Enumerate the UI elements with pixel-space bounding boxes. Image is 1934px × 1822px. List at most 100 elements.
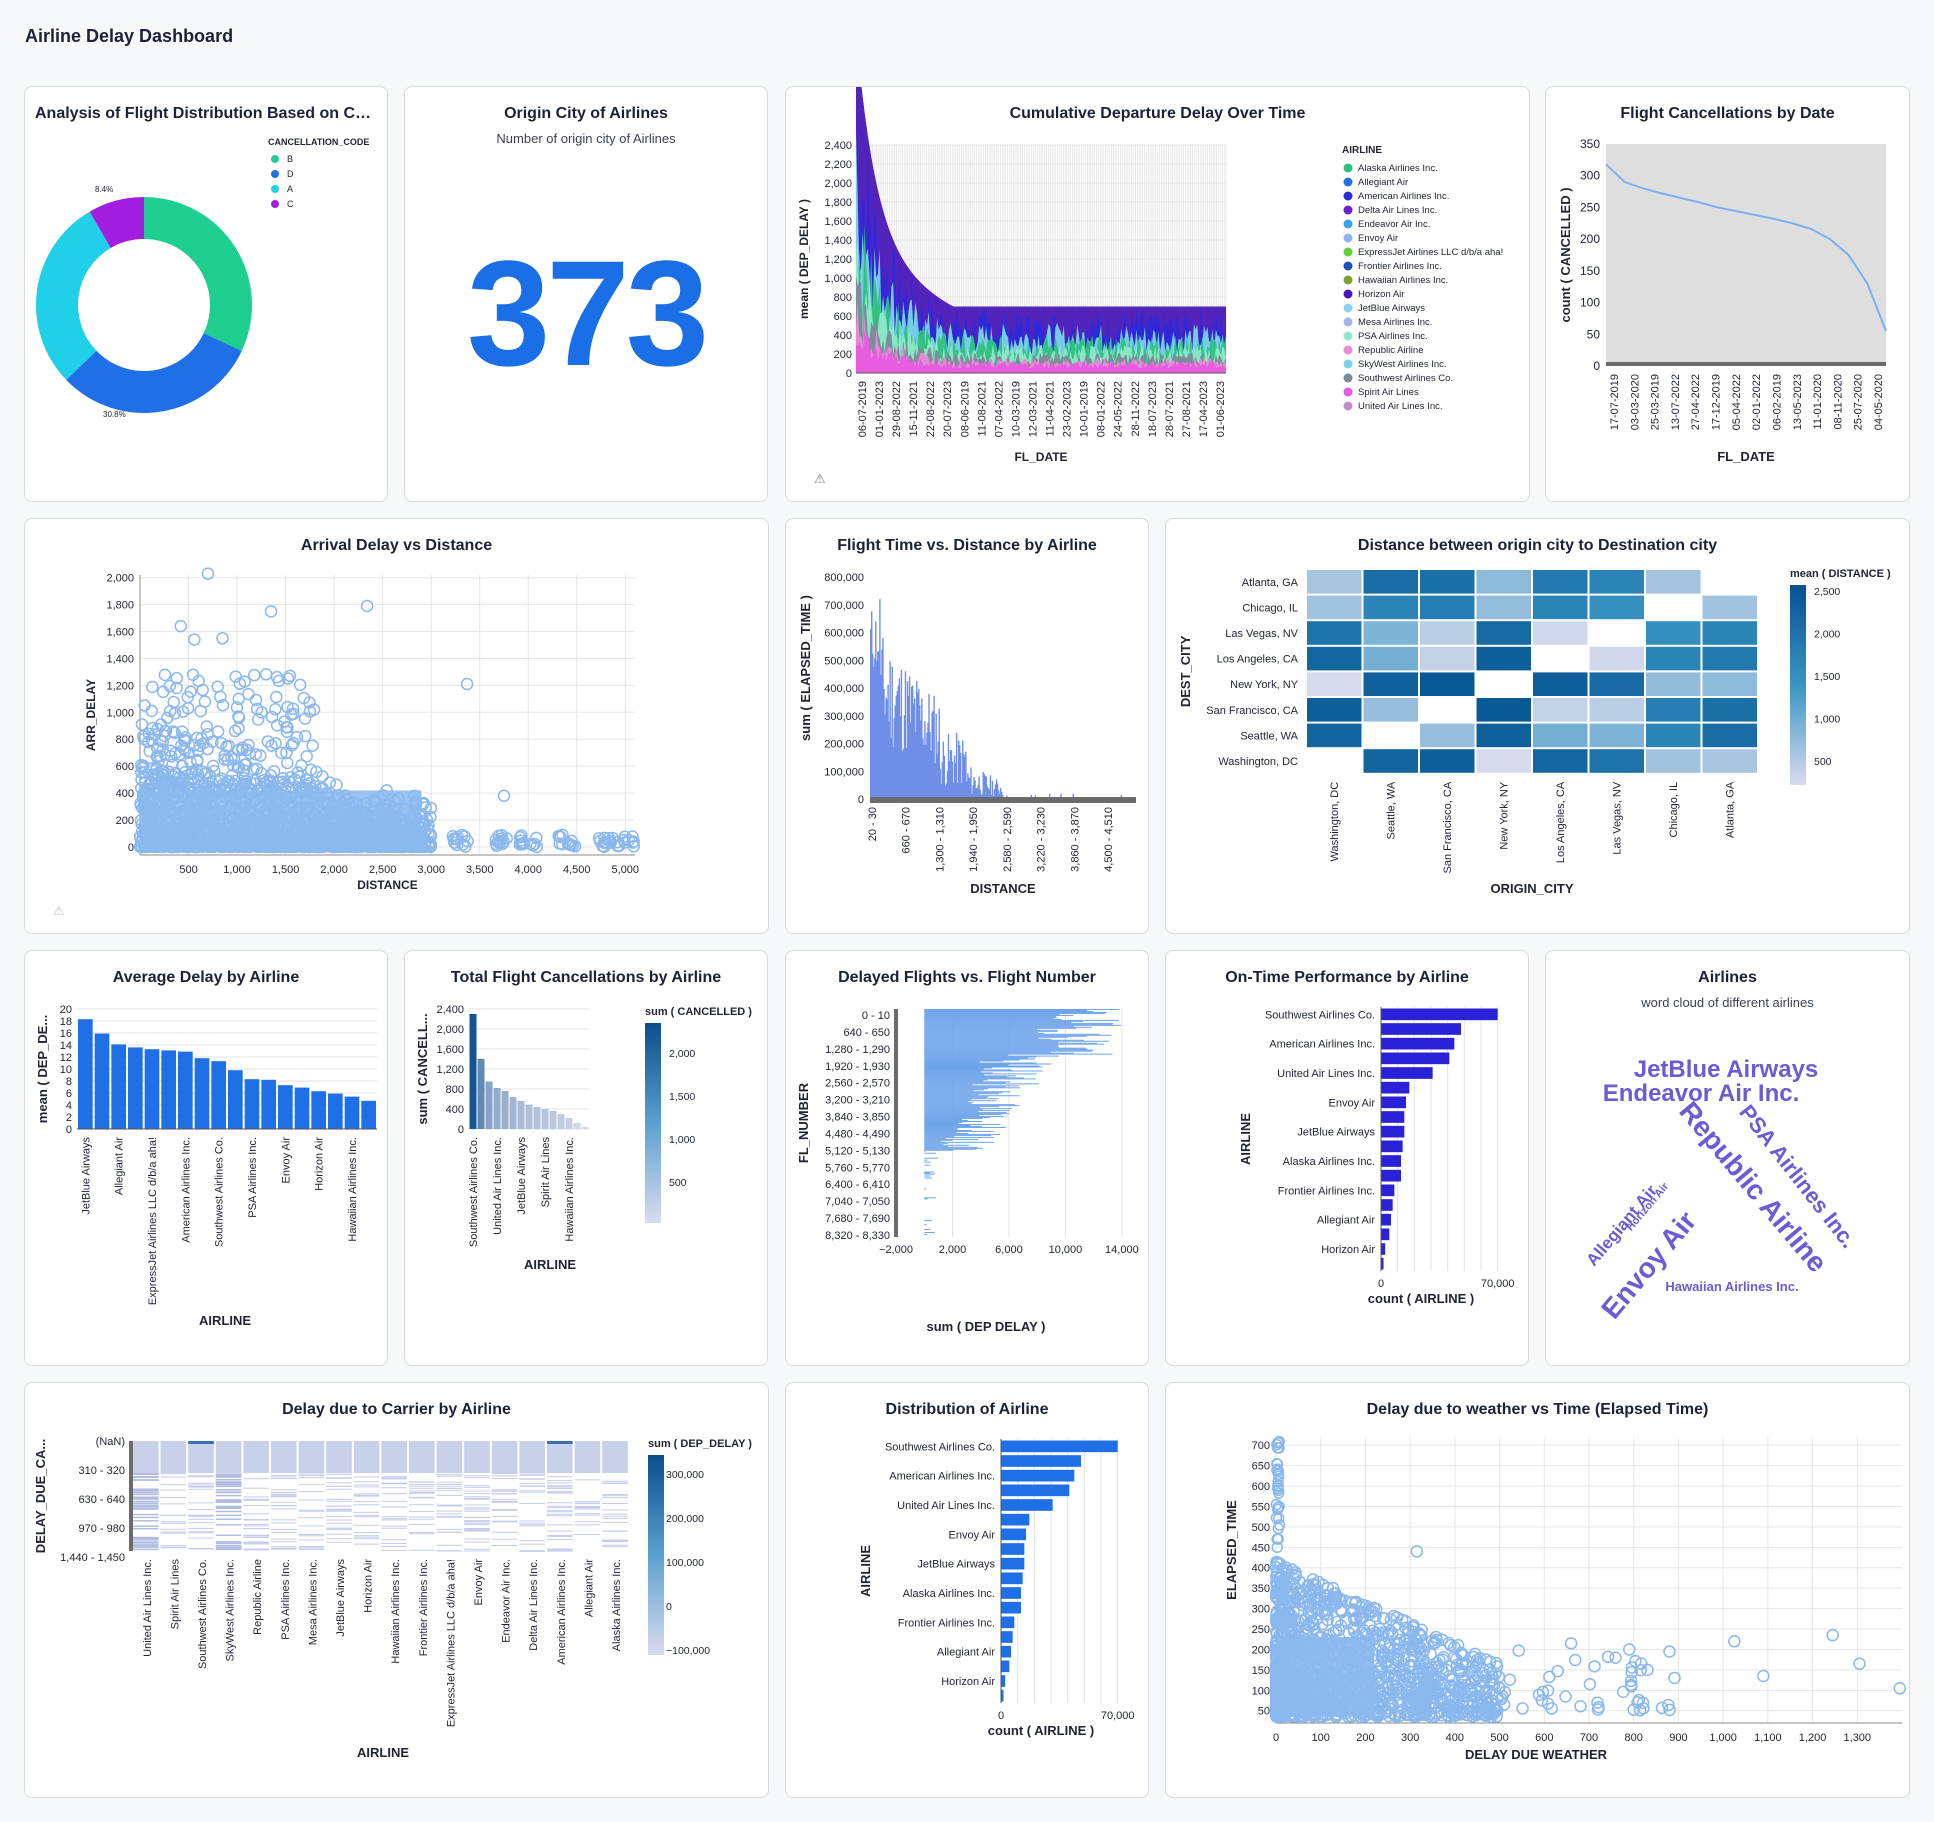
tick-label: PSA Airlines Inc.	[247, 1137, 259, 1218]
card-cancellations-by-date[interactable]: Flight Cancellations by Date 0 50 100 150 20…	[1545, 86, 1910, 502]
tick-label: 16	[60, 1028, 72, 1040]
bar	[924, 1150, 926, 1152]
card-cancellation-donut[interactable]: Analysis of Flight Distribution Based on…	[24, 86, 388, 502]
heatmap-cell	[602, 1517, 628, 1519]
scatter-point	[166, 758, 179, 772]
heatmap-cell	[1646, 672, 1701, 696]
card-weather-delay[interactable]: Delay due to weather vs Time (Elapsed Ti…	[1165, 1382, 1910, 1798]
heatmap-cell	[381, 1518, 407, 1520]
card-arrival-scatter[interactable]: Arrival Delay vs Distance 500 1,000 1,500 2…	[24, 518, 769, 934]
warning-icon[interactable]: ⚠	[814, 471, 826, 486]
tick-label: 150	[1252, 1665, 1270, 1677]
bar	[888, 721, 890, 799]
scatter-point	[200, 720, 213, 733]
heatmap-cell	[298, 1547, 325, 1549]
bar	[924, 1128, 958, 1130]
bar	[924, 1013, 1060, 1015]
axis-title: DELAY_DUE_CA...	[33, 1439, 48, 1553]
heatmap-cell	[271, 1532, 297, 1534]
bar	[1381, 1184, 1395, 1197]
bar	[917, 692, 919, 799]
heatmap-cell	[1533, 749, 1588, 773]
category-label: 1,920 - 1,930	[825, 1061, 890, 1073]
bar	[924, 1090, 974, 1092]
legend-label: −100,000	[666, 1645, 710, 1657]
tick-label: 11-04-2021	[1045, 381, 1057, 436]
heatmap-cell	[491, 1475, 518, 1477]
tick-label: Horizon Air	[314, 1137, 326, 1191]
tick-label: 400	[834, 330, 852, 342]
heatmap-cell	[1307, 672, 1362, 696]
scatter-point	[1492, 1670, 1505, 1683]
heatmap-cell	[215, 1473, 242, 1476]
bar	[881, 649, 883, 799]
tick-label: 1,100	[1754, 1732, 1782, 1744]
heatmap-cell	[326, 1505, 352, 1507]
bar	[924, 1066, 1043, 1068]
warning-icon[interactable]: ⚠	[53, 903, 65, 918]
heatmap-cell	[409, 1441, 435, 1473]
legend-title: sum ( DEP_DELAY )	[648, 1438, 752, 1450]
heatmap-cell	[464, 1498, 490, 1500]
heatmap-cell	[326, 1508, 352, 1510]
bar	[924, 1145, 949, 1147]
bar	[924, 1057, 1028, 1059]
heatmap-cell	[133, 1493, 159, 1496]
heatmap-cell	[464, 1538, 490, 1540]
scatter-point	[211, 680, 224, 693]
tick-label: 1,000	[1709, 1732, 1737, 1744]
scatter-point	[259, 668, 273, 681]
bar	[924, 1071, 981, 1073]
scatter-point	[556, 828, 569, 842]
legend-swatch	[271, 170, 279, 178]
bar	[924, 1149, 954, 1151]
heatmap-cell	[353, 1511, 380, 1513]
heatmap-cell	[491, 1531, 518, 1533]
axis-title: FL_NUMBER	[796, 1082, 811, 1163]
card-ontime-performance[interactable]: On-Time Performance by Airline Southwest…	[1165, 950, 1529, 1366]
heatmap-cell	[133, 1476, 159, 1479]
card-avg-delay[interactable]: Average Delay by Airline 0 2 4 6 8 10 12 14 16 18…	[24, 950, 388, 1366]
heatmap-cell	[1307, 723, 1362, 748]
heatmap-cell	[160, 1545, 187, 1547]
tick-label: 500,000	[824, 655, 864, 667]
card-distance-heatmap[interactable]: Distance between origin city to Destinat…	[1165, 518, 1910, 934]
bar	[924, 721, 926, 799]
bar	[924, 1133, 1000, 1135]
card-cumulative-delay[interactable]: Cumulative Departure Delay Over Time 0 20…	[785, 86, 1530, 502]
tick-label: 200	[116, 815, 134, 827]
scatter-point	[232, 722, 245, 735]
legend-label: 1,000	[1814, 714, 1840, 726]
scatter-point	[151, 749, 164, 763]
bar	[924, 1085, 1020, 1087]
scatter-point	[1466, 1704, 1480, 1717]
heatmap-cell	[243, 1513, 269, 1515]
tick-label: 1,500	[272, 864, 300, 876]
card-airline-distribution[interactable]: Distribution of Airline Southwest Airlin…	[785, 1382, 1149, 1798]
heatmap-row-label: San Francisco, CA	[1206, 705, 1298, 717]
tick-label: 13-07-2022	[1670, 374, 1682, 430]
tick-label: 700	[1580, 1732, 1598, 1744]
bar	[1001, 1528, 1026, 1541]
bar	[924, 1081, 1011, 1083]
tick-label: 25-03-2019	[1650, 374, 1662, 430]
bar	[924, 1100, 997, 1102]
bar	[477, 1059, 485, 1129]
card-flight-time[interactable]: Flight Time vs. Distance by Airline 0 100…	[785, 518, 1149, 934]
bar	[1381, 1199, 1393, 1211]
baseline	[129, 1441, 133, 1551]
card-airlines-wordcloud[interactable]: Airlines word cloud of different airline…	[1545, 950, 1910, 1366]
heatmap-col-label: Southwest Airlines Co.	[197, 1559, 209, 1669]
bar	[533, 1107, 541, 1129]
bar	[916, 680, 918, 799]
bar	[931, 712, 933, 799]
scatter-point	[1495, 1692, 1508, 1706]
category-label: 4,480 - 4,490	[825, 1128, 890, 1140]
scatter-point	[1293, 1575, 1306, 1588]
card-carrier-delay[interactable]: Delay due to Carrier by Airline (NaN) 310…	[24, 1382, 769, 1798]
card-delayed-flight-number[interactable]: Delayed Flights vs. Flight Number −2,000…	[785, 950, 1149, 1366]
card-origin-city-count[interactable]: Origin City of Airlines Number of origin…	[404, 86, 768, 502]
heatmap-cell	[1363, 698, 1418, 722]
scatter-point	[236, 743, 249, 756]
